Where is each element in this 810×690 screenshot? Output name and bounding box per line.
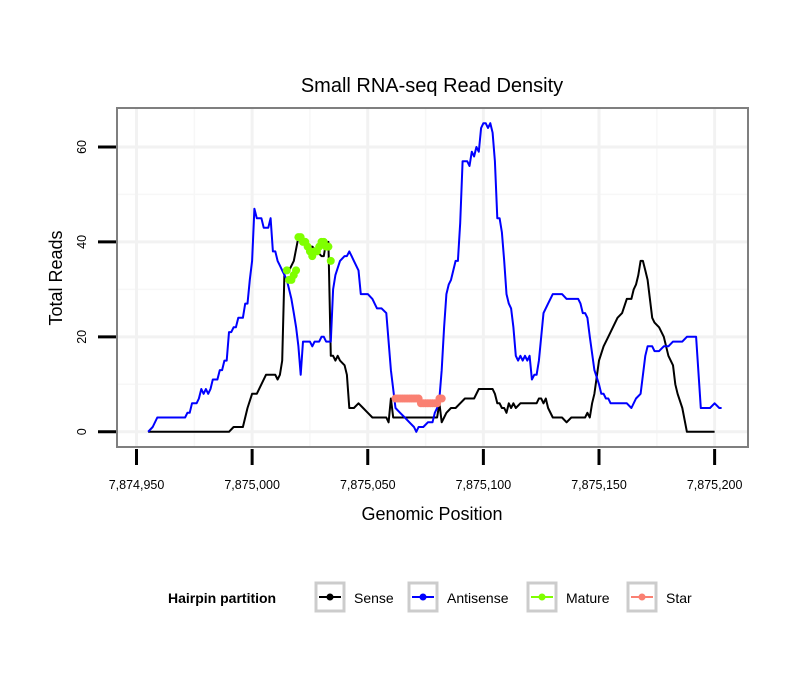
data-point-mature bbox=[326, 256, 335, 265]
y-tick-label: 40 bbox=[75, 235, 89, 249]
chart-title: Small RNA-seq Read Density bbox=[301, 75, 563, 97]
x-tick-label: 7,874,950 bbox=[109, 478, 165, 492]
legend-label: Sense bbox=[354, 590, 394, 606]
series-points-mature bbox=[282, 233, 335, 284]
legend-item-sense: Sense bbox=[314, 581, 394, 613]
series-layer bbox=[147, 122, 722, 433]
series-points-star bbox=[391, 394, 446, 408]
legend-item-mature: Mature bbox=[526, 581, 610, 613]
x-tick-label: 7,875,000 bbox=[224, 478, 280, 492]
grid bbox=[118, 109, 747, 446]
data-point-star bbox=[437, 394, 446, 403]
legend-label: Mature bbox=[566, 590, 610, 606]
legend-key-point bbox=[638, 593, 646, 601]
legend-key-point bbox=[538, 593, 546, 601]
y-tick-label: 60 bbox=[75, 140, 89, 154]
data-point-mature bbox=[292, 266, 301, 275]
x-axis: 7,874,950 7,875,000 7,875,050 7,875,100 7,87… bbox=[109, 449, 743, 492]
x-tick-label: 7,875,150 bbox=[571, 478, 627, 492]
x-axis-title: Genomic Position bbox=[361, 504, 502, 524]
legend-item-antisense: Antisense bbox=[407, 581, 509, 613]
x-tick-label: 7,875,200 bbox=[687, 478, 743, 492]
plot-panel bbox=[116, 107, 749, 448]
legend-label: Star bbox=[666, 590, 692, 606]
series-line-antisense bbox=[147, 122, 722, 433]
x-tick-label: 7,875,100 bbox=[456, 478, 512, 492]
legend-title: Hairpin partition bbox=[168, 590, 276, 606]
data-point-mature bbox=[324, 242, 333, 251]
x-tick-label: 7,875,050 bbox=[340, 478, 396, 492]
y-axis: 0 20 40 60 bbox=[75, 140, 116, 435]
y-tick-label: 20 bbox=[75, 330, 89, 344]
legend-key-point bbox=[419, 593, 427, 601]
legend: Hairpin partition Sense Antisense Mature St… bbox=[168, 581, 692, 613]
legend-item-star: Star bbox=[626, 581, 692, 613]
y-tick-label: 0 bbox=[75, 428, 89, 435]
legend-label: Antisense bbox=[447, 590, 509, 606]
data-point-mature bbox=[282, 266, 291, 275]
y-axis-title: Total Reads bbox=[46, 230, 66, 325]
legend-key-point bbox=[326, 593, 334, 601]
